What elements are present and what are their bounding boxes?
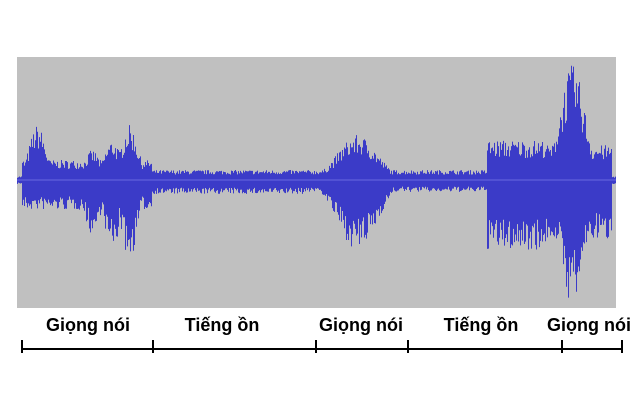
segment-label-speech-1: Giọng nói — [46, 315, 130, 335]
segment-label-speech-2: Giọng nói — [319, 315, 403, 335]
waveform — [17, 65, 616, 298]
segment-timeline — [21, 340, 623, 353]
segment-label-speech-3: Giọng nói — [547, 315, 631, 335]
segment-label-noise-1: Tiếng ồn — [184, 315, 260, 335]
waveform-panel — [17, 57, 616, 308]
segment-label-noise-2: Tiếng ồn — [443, 315, 519, 335]
